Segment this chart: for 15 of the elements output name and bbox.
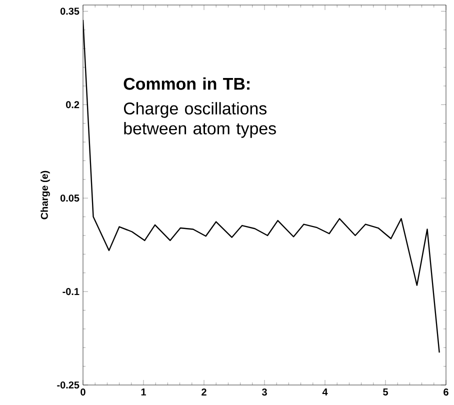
x-tick-label: 2	[202, 388, 206, 396]
y-tick-label: 0.35	[60, 8, 80, 15]
x-tick-label: 0	[80, 388, 86, 396]
annotation: Common in TB:	[124, 77, 250, 90]
y-axis-title: Charge (e)	[40, 170, 50, 220]
x-tick-label: 1	[141, 388, 146, 396]
y-tick-label: -0.1	[62, 288, 80, 296]
y-tick-label: 0.2	[66, 101, 80, 108]
x-tick-label: 4	[322, 388, 328, 396]
x-tick-label: 3	[262, 388, 267, 396]
annotation: Charge oscillations between atom types	[124, 102, 276, 138]
y-tick-label: -0.25	[57, 381, 80, 389]
y-tick-label: 0.05	[60, 194, 80, 202]
x-tick-label: 6	[444, 388, 448, 396]
x-tick-label: 5	[383, 388, 388, 396]
